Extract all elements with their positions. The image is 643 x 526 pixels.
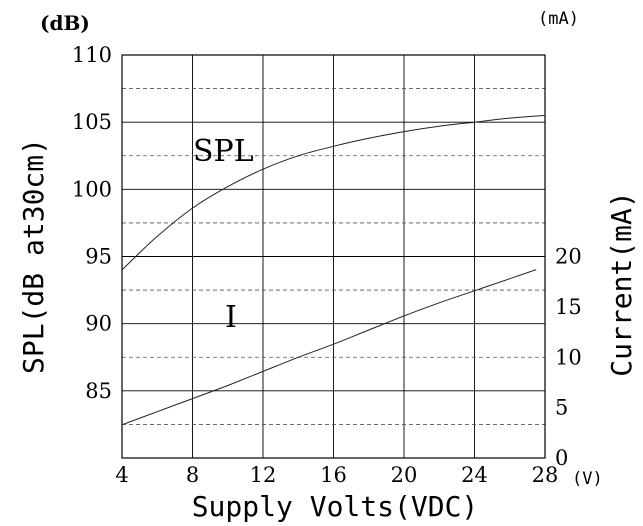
right-y-tick-label: 20 [555,245,582,269]
series-line-i [121,269,537,426]
left-y-tick-label: 105 [72,110,112,134]
right-y-tick-label: 15 [555,295,582,319]
series-label-i: I [225,300,237,335]
x-tick-label: 12 [250,463,277,487]
x-tick-label: 28 [532,463,559,487]
right-y-tick-label: 0 [555,446,568,470]
x-axis-unit: (V) [572,469,603,489]
x-tick-label: 24 [461,463,488,487]
x-tick-label: 4 [115,463,128,487]
x-axis-label: Supply Volts(VDC) [192,490,479,523]
left-y-tick-label: 90 [85,312,112,336]
left-y-tick-label: 85 [85,379,112,403]
plot-frame [121,54,546,459]
left-y-tick-label: 100 [72,177,112,201]
series-layer [121,114,546,426]
grid-layer [121,54,546,459]
series-line-spl [121,114,546,271]
x-tick-label: 16 [320,463,347,487]
x-tick-label: 20 [391,463,418,487]
right-axis-unit: (mA) [538,9,579,29]
left-axis-label: SPL(dB at30cm) [17,138,50,374]
left-axis-unit: (dB) [40,11,90,35]
tick-label-layer: 4 8 12 16 20 24 28 85 90 95 100 105 110 0 5 10 15 20 [72,43,582,487]
left-y-tick-label: 110 [72,43,112,67]
right-y-tick-label: 10 [555,345,582,369]
left-y-tick-label: 95 [85,245,112,269]
series-label-spl: SPL [193,134,254,169]
x-tick-label: 8 [186,463,199,487]
right-axis-label: Current(mA) [605,191,638,376]
right-y-tick-label: 5 [555,396,568,420]
